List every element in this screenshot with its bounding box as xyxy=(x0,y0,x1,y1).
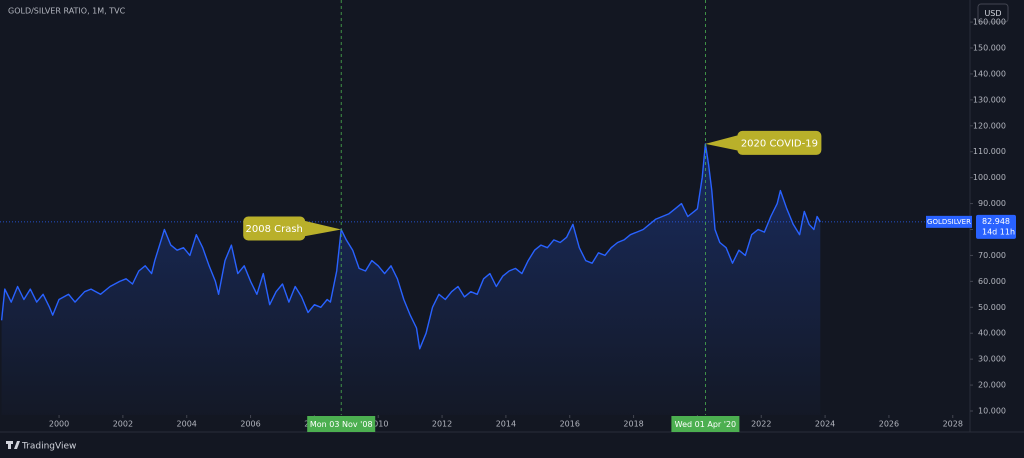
callout-text: 2008 Crash xyxy=(246,224,303,235)
y-tick-label: 50.000 xyxy=(978,303,1006,312)
marker-label-box xyxy=(307,416,376,432)
x-tick-label: 2016 xyxy=(560,420,580,429)
last-price-name: GOLDSILVER xyxy=(927,218,971,226)
x-tick-label: 2018 xyxy=(623,420,643,429)
x-tick-label: 2006 xyxy=(240,420,260,429)
y-tick-label: 90.000 xyxy=(978,199,1006,208)
last-price-name-box xyxy=(926,215,972,228)
chart-title: GOLD/SILVER RATIO, 1M, TVC xyxy=(8,7,126,16)
x-tick-label: 2026 xyxy=(879,420,899,429)
y-tick-label: 130.000 xyxy=(973,95,1006,104)
x-tick-label: 2010 xyxy=(368,420,388,429)
x-tick-label: 2000 xyxy=(49,420,69,429)
marker-label: Wed 01 Apr '20 xyxy=(675,420,736,429)
countdown: 14d 11h xyxy=(982,227,1015,236)
callout-text: 2020 COVID-19 xyxy=(741,138,818,149)
x-tick-label: 2004 xyxy=(177,420,197,429)
x-tick-label: 2014 xyxy=(496,420,516,429)
callout-box xyxy=(243,216,306,241)
x-tick-label: 2022 xyxy=(751,420,771,429)
x-tick-label: 2024 xyxy=(815,420,835,429)
y-tick-label: 110.000 xyxy=(973,147,1006,156)
brand-name: TradingView xyxy=(21,442,76,452)
y-tick-label: 100.000 xyxy=(973,173,1006,182)
callout-pointer xyxy=(705,134,740,151)
callout-box xyxy=(737,130,822,155)
callout-pointer xyxy=(303,220,342,237)
y-tick-label: 140.000 xyxy=(973,69,1006,78)
y-tick-label: 160.000 xyxy=(973,18,1006,27)
y-tick-label: 70.000 xyxy=(978,251,1006,260)
y-tick-label: 30.000 xyxy=(978,355,1006,364)
currency-label[interactable]: USD xyxy=(984,9,1001,18)
y-tick-label: 120.000 xyxy=(973,121,1006,130)
y-tick-label: 150.000 xyxy=(973,43,1006,52)
marker-label: Mon 03 Nov '08 xyxy=(310,420,373,429)
y-tick-label: 40.000 xyxy=(978,329,1006,338)
x-tick-label: 2002 xyxy=(113,420,133,429)
y-tick-label: 20.000 xyxy=(978,381,1006,390)
currency-button[interactable] xyxy=(977,3,1009,23)
last-price-box xyxy=(976,214,1016,239)
x-tick-label: 2012 xyxy=(432,420,452,429)
y-tick-label: 10.000 xyxy=(978,407,1006,416)
y-tick-label: 60.000 xyxy=(978,277,1006,286)
x-tick-label: 2028 xyxy=(943,420,963,429)
area xyxy=(1,143,821,415)
marker-label-box xyxy=(671,416,740,432)
line xyxy=(0,143,821,350)
last-price-value: 82.948 xyxy=(982,217,1010,226)
brand-logo xyxy=(6,441,20,449)
